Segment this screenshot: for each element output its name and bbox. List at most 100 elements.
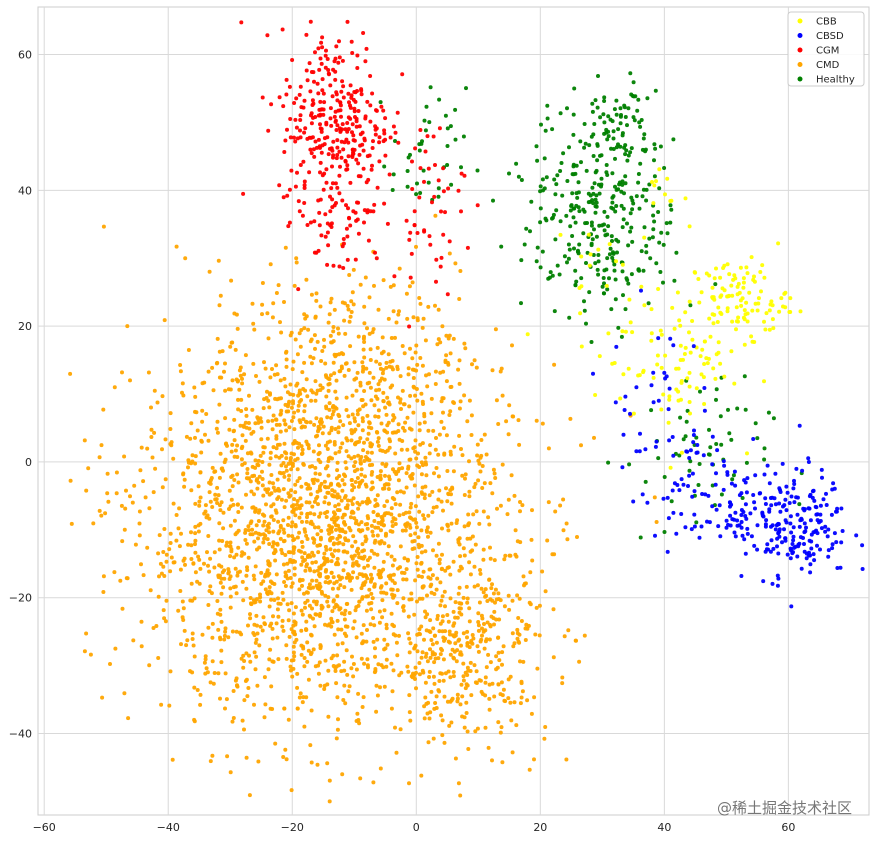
data-point [196, 554, 201, 559]
data-point [290, 367, 295, 372]
data-point [797, 502, 802, 507]
data-point [188, 436, 193, 441]
data-point [443, 360, 448, 365]
data-point [494, 617, 499, 622]
data-point [296, 403, 301, 408]
data-point [324, 406, 329, 411]
data-point [171, 456, 176, 461]
data-point [326, 485, 331, 490]
data-point [208, 759, 213, 764]
data-point [241, 191, 246, 196]
data-point [481, 557, 486, 562]
data-point [713, 376, 718, 381]
data-point [277, 488, 282, 493]
data-point [447, 629, 452, 634]
data-point [461, 631, 466, 636]
data-point [624, 148, 629, 153]
data-point [331, 653, 336, 658]
data-point [715, 320, 720, 324]
series-cgm [239, 19, 480, 329]
data-point [381, 523, 386, 528]
data-point [353, 419, 357, 424]
data-point [445, 524, 450, 528]
data-point [789, 604, 794, 609]
data-point [377, 159, 382, 164]
data-point [513, 528, 518, 533]
data-point [377, 140, 382, 145]
data-point [365, 563, 370, 568]
data-point [729, 481, 734, 486]
data-point [244, 677, 249, 682]
data-point [230, 442, 235, 447]
data-point [365, 413, 370, 418]
data-point [670, 435, 675, 439]
data-point [416, 535, 421, 540]
legend-marker [797, 76, 803, 82]
data-point [612, 361, 617, 365]
data-point [297, 695, 302, 700]
data-point [310, 504, 315, 509]
data-point [540, 249, 545, 254]
data-point [602, 291, 606, 296]
data-point [613, 184, 617, 189]
data-point [756, 296, 761, 301]
data-point [623, 143, 628, 148]
data-point [320, 385, 325, 390]
data-point [259, 419, 264, 424]
data-point [125, 576, 130, 581]
data-point [414, 244, 418, 249]
data-point [520, 689, 525, 694]
data-point [654, 261, 659, 266]
data-point [747, 290, 752, 295]
data-point [330, 405, 335, 410]
data-point [377, 540, 382, 545]
data-point [467, 459, 471, 464]
data-point [224, 543, 229, 548]
data-point [697, 535, 702, 540]
data-point [441, 426, 446, 431]
data-point [341, 95, 346, 100]
data-point [719, 442, 724, 447]
data-point [299, 425, 304, 430]
data-point [265, 33, 270, 38]
data-point [378, 100, 383, 105]
data-point [118, 578, 123, 583]
data-point [255, 631, 260, 636]
data-point [125, 324, 130, 329]
data-point [290, 520, 295, 525]
data-point [222, 576, 227, 581]
data-point [263, 702, 268, 707]
data-point [460, 694, 465, 699]
data-point [371, 780, 376, 785]
data-point [752, 340, 757, 344]
data-point [342, 373, 347, 378]
data-point [373, 525, 378, 530]
data-point [285, 193, 290, 198]
data-point [386, 352, 391, 357]
data-point [634, 449, 639, 454]
data-point [687, 456, 692, 460]
data-point [472, 564, 477, 569]
data-point [356, 453, 361, 458]
data-point [247, 653, 251, 658]
data-point [329, 123, 334, 128]
data-point [610, 171, 615, 176]
data-point [417, 661, 422, 665]
data-point [329, 186, 334, 191]
data-point [687, 384, 692, 389]
data-point [629, 272, 634, 277]
data-point [387, 172, 392, 177]
data-point [222, 369, 226, 374]
data-point [184, 643, 189, 648]
data-point [661, 242, 666, 247]
data-point [253, 421, 258, 426]
data-point [395, 653, 400, 658]
data-point [835, 566, 840, 570]
data-point [326, 668, 331, 673]
data-point [423, 549, 428, 554]
data-point [343, 530, 348, 535]
data-point [325, 761, 330, 766]
data-point [407, 693, 412, 698]
data-point [350, 412, 355, 417]
data-point [593, 393, 598, 397]
